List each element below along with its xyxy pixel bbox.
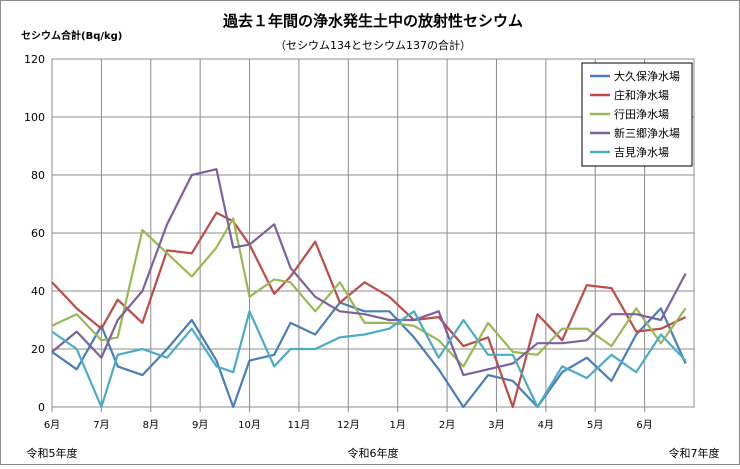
y-tick-label: 0 xyxy=(38,401,45,414)
series-line-3 xyxy=(51,217,687,368)
x-tick-label: 4月 xyxy=(538,419,554,431)
fiscal-year-label: 令和6年度 xyxy=(348,446,399,460)
x-tick-label: 3月 xyxy=(488,419,504,431)
fiscal-year-labels: 令和5年度 令和6年度 令和7年度 xyxy=(27,446,720,460)
x-tick-label: 12月 xyxy=(337,419,360,431)
series-lines xyxy=(51,168,687,409)
legend-label: 新三郷浄水場 xyxy=(614,126,680,140)
grid-lines xyxy=(51,58,695,412)
x-tick-label: 6月 xyxy=(636,419,652,431)
x-tick-label: 9月 xyxy=(192,419,208,431)
y-tick-label: 80 xyxy=(31,169,45,182)
series-line-5 xyxy=(51,310,687,409)
legend-label: 大久保浄水場 xyxy=(614,69,680,83)
y-tick-labels: 0 20 40 60 80 100 120 xyxy=(24,53,45,414)
x-tick-labels: 6月 7月 8月 9月 10月 11月 12月 1月 2月 3月 4月 5月 6月 xyxy=(44,419,653,431)
x-tick-label: 10月 xyxy=(238,419,261,431)
chart-subtitle: （セシウム134とセシウム137の合計） xyxy=(275,38,471,52)
y-tick-label: 60 xyxy=(31,227,45,240)
x-tick-label: 1月 xyxy=(390,419,406,431)
x-tick-label: 7月 xyxy=(93,419,109,431)
y-tick-label: 20 xyxy=(31,343,45,356)
y-tick-label: 120 xyxy=(24,53,45,66)
x-tick-label: 2月 xyxy=(439,419,455,431)
fiscal-year-label: 令和5年度 xyxy=(27,446,78,460)
x-tick-label: 5月 xyxy=(587,419,603,431)
x-tick-label: 11月 xyxy=(288,419,311,431)
legend-label: 吉見浄水場 xyxy=(614,145,669,159)
series-line-4 xyxy=(51,168,687,377)
x-tick-label: 6月 xyxy=(44,419,60,431)
series-line-1 xyxy=(51,301,687,409)
legend-label: 行田浄水場 xyxy=(614,107,669,121)
x-tick-label: 8月 xyxy=(143,419,159,431)
plot-border xyxy=(51,58,695,408)
y-tick-label: 100 xyxy=(24,111,45,124)
series-line-2 xyxy=(51,211,687,409)
legend-label: 庄和浄水場 xyxy=(614,88,669,102)
y-tick-label: 40 xyxy=(31,285,45,298)
y-axis-label: セシウム合計(Bq/kg) xyxy=(21,29,122,42)
fiscal-year-label: 令和7年度 xyxy=(669,446,720,460)
chart-title: 過去１年間の浄水発生土中の放射性セシウム xyxy=(222,12,523,30)
